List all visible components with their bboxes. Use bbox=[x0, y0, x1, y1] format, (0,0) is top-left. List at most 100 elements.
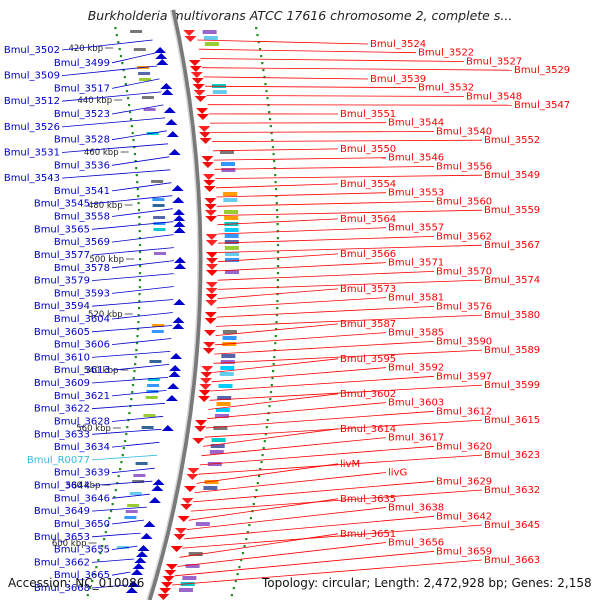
gc-dot bbox=[252, 503, 255, 506]
gc-dot bbox=[276, 237, 279, 240]
cog-stripe bbox=[221, 168, 236, 172]
right-callout-line bbox=[216, 314, 483, 327]
right-callout-line bbox=[213, 349, 483, 364]
right-callout-line bbox=[207, 104, 513, 106]
right-callout-line bbox=[215, 183, 339, 189]
gc-dot bbox=[128, 412, 131, 415]
gc-dot bbox=[99, 552, 102, 555]
forward-gene-arrow bbox=[164, 570, 177, 576]
right-gene-label: Bmul_3539 bbox=[370, 74, 426, 85]
gc-dot bbox=[256, 482, 259, 485]
gc-dot bbox=[269, 398, 272, 401]
cog-stripe bbox=[202, 30, 217, 34]
forward-gene-arrow bbox=[205, 294, 218, 300]
right-gene-label: Bmul_3592 bbox=[388, 363, 444, 374]
right-gene-label: Bmul_3656 bbox=[388, 538, 444, 549]
gc-dot bbox=[118, 48, 121, 51]
gc-dot bbox=[120, 461, 123, 464]
right-callout-line bbox=[197, 39, 369, 45]
forward-gene-arrow bbox=[174, 528, 187, 534]
cog-stripe bbox=[138, 72, 151, 75]
right-gene-label: Bmul_3620 bbox=[436, 441, 492, 452]
gc-dot bbox=[137, 321, 140, 324]
gc-dot bbox=[258, 475, 261, 478]
right-gene-label: Bmul_3645 bbox=[484, 520, 540, 531]
left-gene-label: Bmul_3509 bbox=[4, 71, 60, 82]
forward-gene-arrow bbox=[199, 384, 212, 390]
gc-dot bbox=[121, 454, 124, 457]
gc-dot bbox=[277, 251, 280, 254]
left-gene-label: Bmul_3523 bbox=[54, 109, 110, 120]
gc-dot bbox=[115, 34, 118, 37]
left-gene-label: Bmul_3528 bbox=[54, 135, 110, 146]
right-gene-label: Bmul_3551 bbox=[340, 109, 396, 120]
left-callout-line bbox=[91, 247, 174, 256]
cog-stripe bbox=[143, 108, 156, 111]
forward-gene-arrow bbox=[199, 132, 211, 138]
right-callout-line bbox=[198, 48, 417, 54]
right-gene-label: Bmul_3581 bbox=[388, 293, 444, 304]
left-gene-label: Bmul_3536 bbox=[54, 160, 110, 171]
cog-stripe bbox=[141, 426, 154, 429]
left-gene-label: Bmul_3579 bbox=[34, 276, 90, 287]
right-callout-line bbox=[204, 419, 483, 438]
cog-stripe bbox=[218, 384, 233, 388]
left-callout-line bbox=[111, 104, 164, 115]
gc-dot bbox=[258, 48, 262, 51]
reverse-gene-arrow bbox=[173, 227, 186, 233]
reverse-gene-arrow bbox=[155, 53, 168, 59]
right-gene-label: livG bbox=[388, 468, 407, 479]
forward-gene-arrow bbox=[198, 126, 211, 132]
cog-stripe bbox=[130, 30, 143, 33]
cog-stripe bbox=[221, 354, 236, 358]
left-gene-label: Bmul_3545 bbox=[34, 199, 90, 210]
reverse-gene-arrow bbox=[166, 131, 179, 137]
right-callout-line bbox=[207, 402, 387, 420]
right-gene-label: Bmul_3587 bbox=[340, 319, 396, 330]
right-gene-label: Bmul_3599 bbox=[484, 380, 540, 391]
right-callout-line bbox=[211, 367, 387, 383]
right-callout-line bbox=[192, 480, 435, 503]
gc-dot bbox=[236, 573, 239, 576]
right-gene-label: Bmul_3559 bbox=[484, 205, 540, 216]
gc-dot bbox=[230, 594, 233, 597]
right-callout-line bbox=[210, 375, 435, 392]
gc-dot bbox=[240, 559, 243, 562]
cog-stripe bbox=[132, 480, 145, 483]
right-callout-line bbox=[214, 341, 435, 355]
forward-gene-arrow bbox=[183, 30, 196, 36]
cog-stripe bbox=[188, 552, 203, 556]
gc-dot bbox=[260, 55, 263, 58]
cog-stripe bbox=[225, 252, 239, 256]
gc-dot bbox=[263, 76, 266, 79]
gc-dot bbox=[138, 279, 141, 282]
gc-dot bbox=[132, 139, 135, 142]
gc-dot bbox=[137, 314, 140, 317]
right-gene-label: Bmul_3580 bbox=[484, 310, 540, 321]
right-gene-label: Bmul_3659 bbox=[436, 546, 492, 557]
gc-dot bbox=[272, 370, 275, 373]
cog-stripe bbox=[195, 522, 210, 526]
cog-stripe bbox=[213, 426, 228, 430]
right-gene-label: Bmul_3629 bbox=[436, 476, 492, 487]
reverse-gene-arrow bbox=[167, 383, 180, 389]
cog-stripe bbox=[224, 246, 239, 250]
kbp-tick-label: 560 kbp bbox=[76, 424, 111, 434]
right-callout-line bbox=[217, 262, 387, 272]
gc-dot bbox=[137, 209, 141, 212]
cog-stripe bbox=[146, 132, 159, 135]
cog-stripe bbox=[139, 78, 152, 81]
gc-dot bbox=[136, 335, 139, 338]
left-gene-label: Bmul_3639 bbox=[54, 468, 110, 479]
cog-stripe bbox=[222, 330, 237, 334]
reverse-gene-arrow bbox=[161, 425, 174, 431]
right-callout-line bbox=[182, 524, 483, 549]
cog-stripe bbox=[125, 510, 138, 513]
cog-stripe bbox=[147, 384, 160, 387]
gc-dot bbox=[127, 97, 130, 100]
gc-dot bbox=[255, 489, 258, 492]
right-gene-label: Bmul_3603 bbox=[388, 398, 444, 409]
right-gene-label: Bmul_3554 bbox=[340, 179, 396, 190]
left-callout-line bbox=[111, 78, 160, 89]
